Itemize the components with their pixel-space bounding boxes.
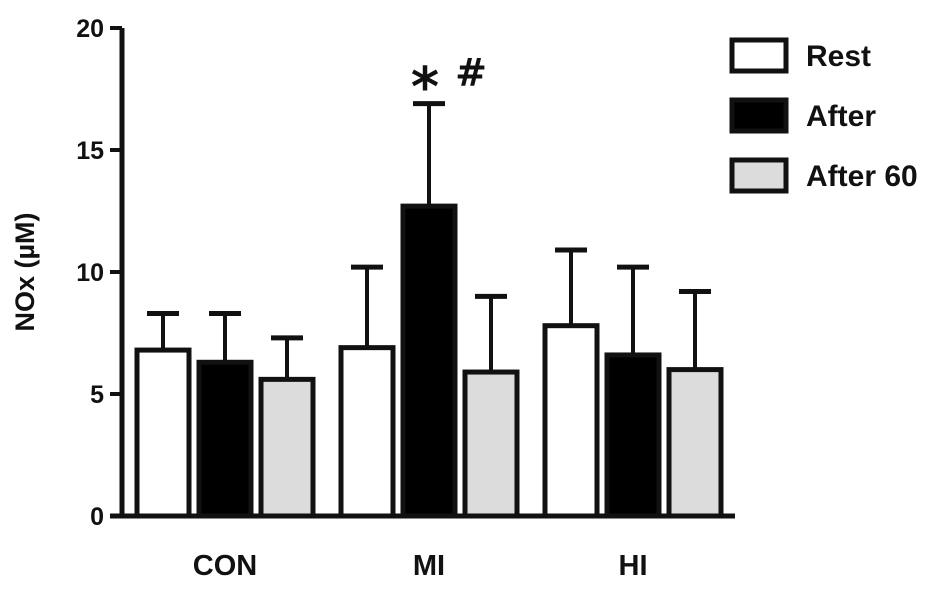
bars-layer: [134, 101, 724, 519]
bar-hi-after: [604, 352, 662, 519]
legend-label: After: [806, 100, 876, 133]
x-category-label: CON: [193, 550, 257, 582]
y-tick-label: 20: [76, 15, 104, 43]
bar-mi-rest: [338, 345, 396, 519]
legend-label: After 60: [806, 160, 918, 193]
legend-swatch: [729, 157, 789, 194]
legend: Rest After After 60: [729, 37, 918, 194]
significance-star: *: [411, 56, 439, 119]
bar-con-after-60: [258, 376, 316, 519]
legend-label: Rest: [806, 40, 871, 73]
y-tick-label: 10: [76, 259, 104, 287]
bar-mi-after-60: [462, 369, 520, 519]
annotations: * #: [411, 51, 487, 119]
x-category-label: HI: [619, 550, 648, 582]
bar-hi-after-60: [666, 367, 724, 519]
bar-con-after: [196, 359, 254, 519]
bar-mi-after: [400, 203, 458, 519]
bar-con-rest: [134, 347, 192, 519]
x-category-labels: CON MI HI: [193, 550, 648, 582]
x-category-label: MI: [413, 550, 445, 582]
y-tick-label: 5: [90, 381, 104, 409]
y-tick-label: 15: [76, 137, 104, 165]
bar-hi-rest: [542, 323, 600, 519]
legend-swatch: [729, 97, 789, 134]
y-ticks: 0 5 10 15 20: [76, 15, 122, 531]
legend-swatch: [729, 37, 789, 74]
significance-hash: #: [455, 51, 487, 95]
y-tick-label: 0: [90, 503, 104, 531]
y-axis-title: NOx (µM): [10, 212, 40, 331]
